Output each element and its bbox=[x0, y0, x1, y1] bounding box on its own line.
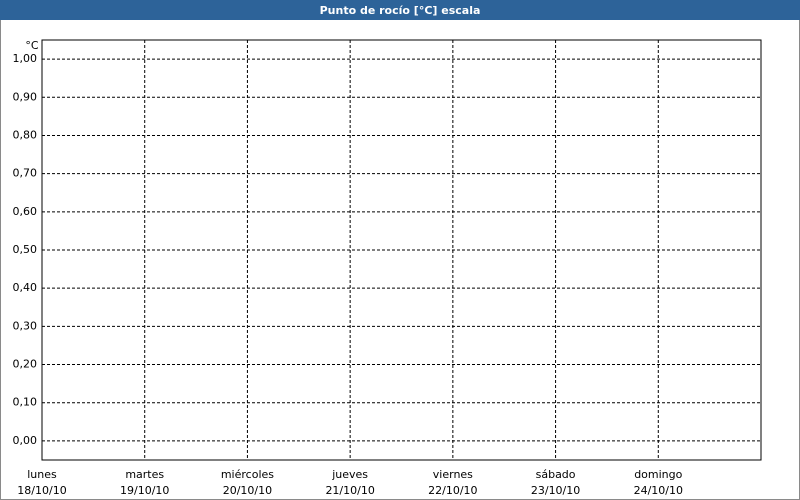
y-tick-label: 0,80 bbox=[13, 128, 38, 141]
x-tick-label: lunes bbox=[27, 468, 57, 481]
x-tick-date: 18/10/10 bbox=[17, 484, 66, 497]
y-tick-label: 0,00 bbox=[13, 434, 38, 447]
y-tick-label: 0,10 bbox=[13, 396, 38, 409]
y-tick-label: 0,70 bbox=[13, 167, 38, 180]
y-tick-label: 1,00 bbox=[13, 52, 38, 65]
x-tick-date: 21/10/10 bbox=[325, 484, 374, 497]
x-tick-date: 20/10/10 bbox=[223, 484, 272, 497]
y-tick-label: 0,30 bbox=[13, 319, 38, 332]
y-tick-label: 0,90 bbox=[13, 90, 38, 103]
x-tick-label: miércoles bbox=[221, 468, 274, 481]
x-tick-label: sábado bbox=[536, 468, 576, 481]
x-tick-label: jueves bbox=[331, 468, 368, 481]
y-axis-unit: °C bbox=[25, 39, 39, 52]
x-tick-date: 23/10/10 bbox=[531, 484, 580, 497]
x-tick-date: 22/10/10 bbox=[428, 484, 477, 497]
chart-title: Punto de rocío [°C] escala bbox=[320, 4, 481, 17]
title-bar bbox=[0, 0, 800, 20]
plot-frame bbox=[41, 39, 762, 461]
x-tick-date: 24/10/10 bbox=[634, 484, 683, 497]
x-tick-label: martes bbox=[125, 468, 164, 481]
x-tick-label: viernes bbox=[433, 468, 473, 481]
y-tick-label: 0,20 bbox=[13, 358, 38, 371]
y-tick-label: 0,40 bbox=[13, 281, 38, 294]
y-tick-label: 0,50 bbox=[13, 243, 38, 256]
x-tick-label: domingo bbox=[634, 468, 682, 481]
x-tick-date: 19/10/10 bbox=[120, 484, 169, 497]
y-tick-label: 0,60 bbox=[13, 205, 38, 218]
